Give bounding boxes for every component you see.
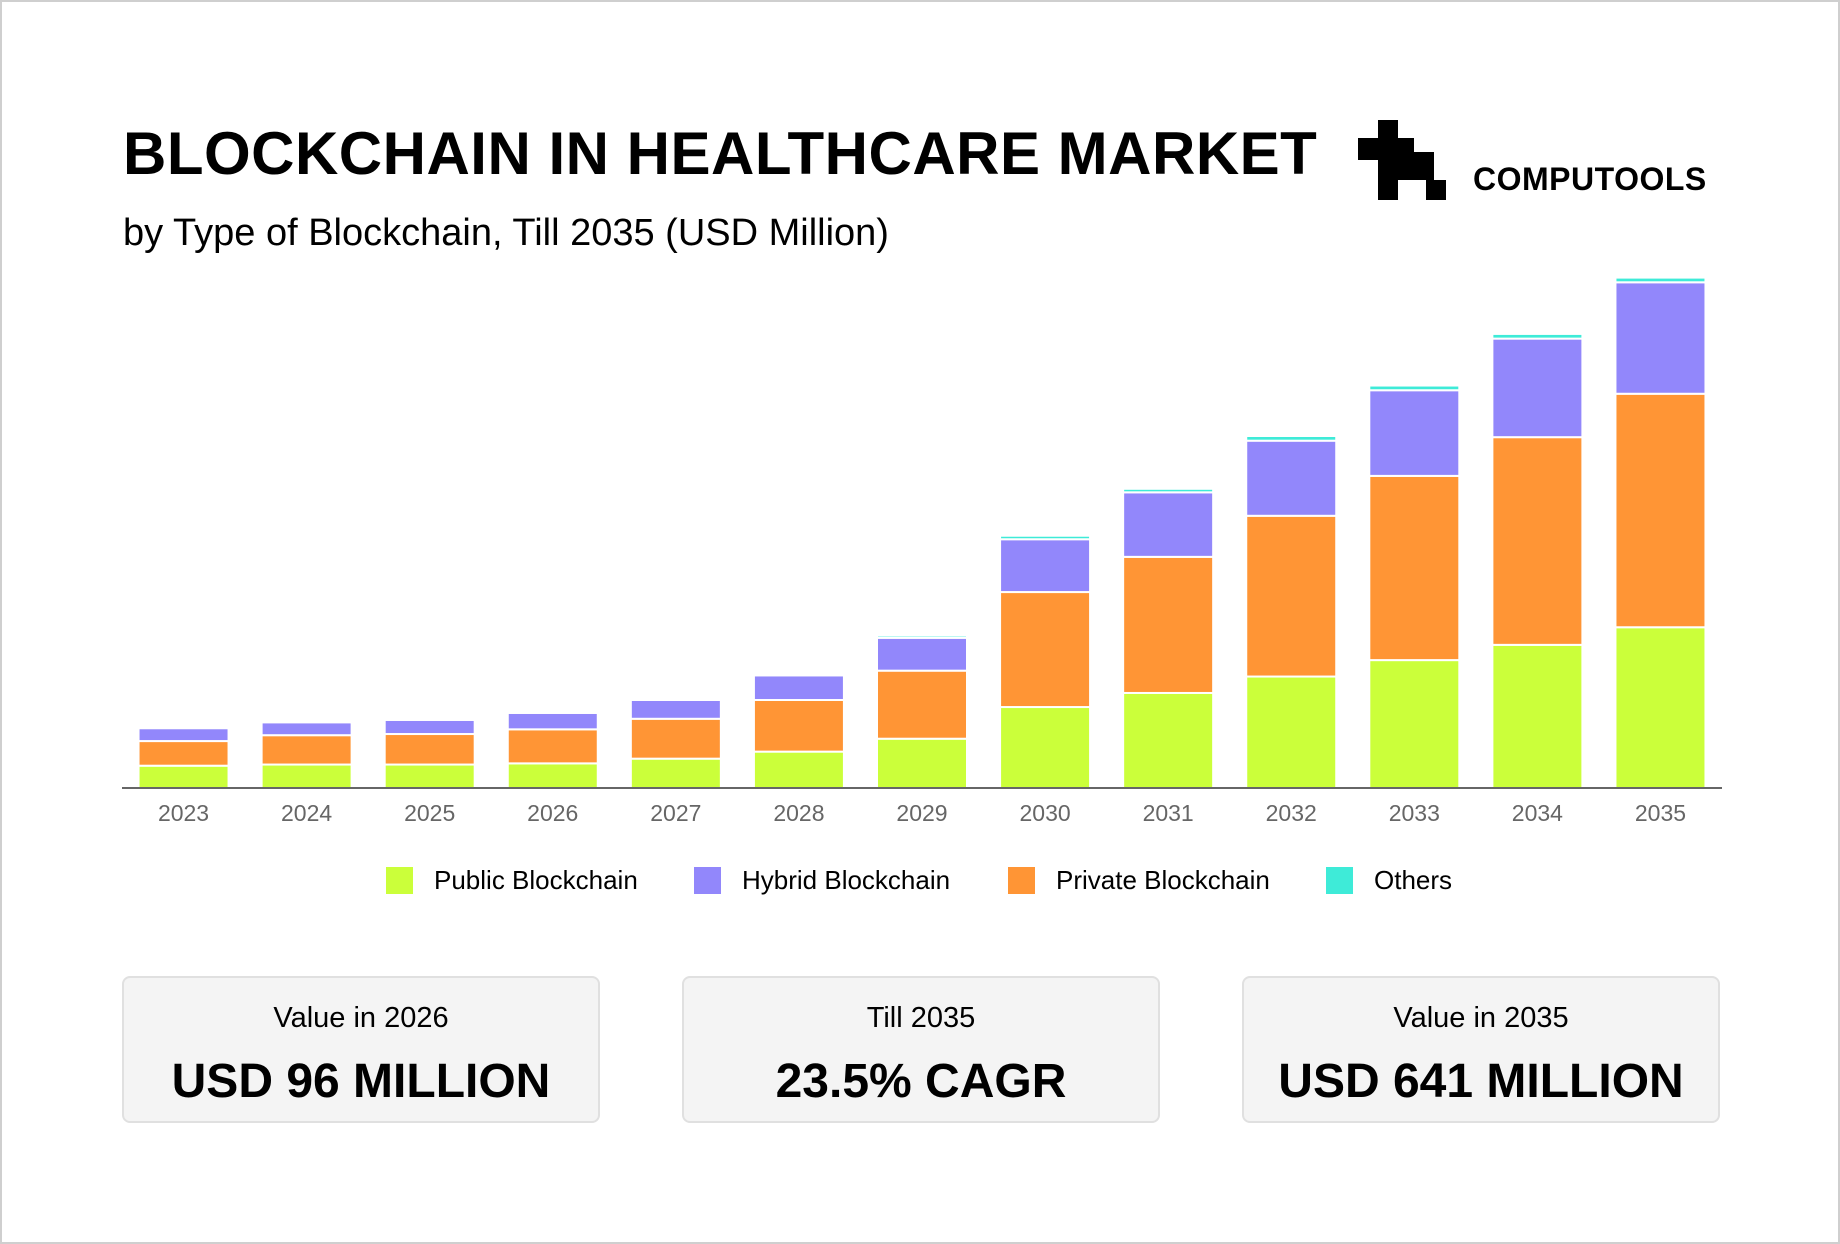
bar-segment-hybrid-2026 bbox=[506, 711, 599, 731]
bar-segment-others-2029 bbox=[876, 634, 968, 639]
x-tick-label-2030: 2030 bbox=[1019, 800, 1070, 826]
bar-segment-private-2033 bbox=[1368, 474, 1461, 662]
legend-label-private: Private Blockchain bbox=[1056, 865, 1270, 895]
bar-segment-hybrid-2025 bbox=[383, 718, 476, 736]
bar-segment-hybrid-2027 bbox=[629, 699, 722, 720]
bar-segment-hybrid-2023 bbox=[137, 727, 230, 743]
bar-segment-private-2027 bbox=[629, 717, 722, 760]
stat-label: Value in 2026 bbox=[273, 1002, 449, 1034]
bar-segment-private-2031 bbox=[1122, 555, 1215, 694]
stat-label: Value in 2035 bbox=[1393, 1002, 1569, 1034]
bar-segment-hybrid-2028 bbox=[752, 674, 845, 701]
bar-segment-private-2028 bbox=[752, 699, 845, 753]
bar-segment-others-2031 bbox=[1122, 487, 1215, 494]
bar-segment-public-2035 bbox=[1614, 626, 1707, 790]
legend-label-public: Public Blockchain bbox=[434, 865, 638, 895]
bar-segment-others-2027 bbox=[629, 697, 722, 701]
logo-text: COMPUTOOLS bbox=[1473, 161, 1707, 197]
x-tick-label-2029: 2029 bbox=[896, 800, 947, 826]
bar-segment-others-2024 bbox=[260, 720, 353, 724]
bar-segment-private-2032 bbox=[1245, 514, 1338, 678]
bar-segment-public-2033 bbox=[1368, 659, 1461, 790]
computools-logo: COMPUTOOLS bbox=[1358, 120, 1723, 200]
bar-segment-private-2023 bbox=[137, 740, 230, 767]
bar-segment-private-2030 bbox=[999, 591, 1092, 709]
page-subtitle: by Type of Blockchain, Till 2035 (USD Mi… bbox=[123, 212, 889, 254]
legend-swatch-private bbox=[1008, 867, 1035, 894]
x-tick-label-2024: 2024 bbox=[281, 800, 332, 826]
bar-segment-private-2024 bbox=[260, 734, 353, 766]
bar-segment-hybrid-2034 bbox=[1491, 337, 1584, 439]
x-tick-label-2028: 2028 bbox=[773, 800, 824, 826]
bar-segment-public-2025 bbox=[383, 763, 476, 789]
bar-segment-public-2031 bbox=[1122, 691, 1215, 790]
bar-segment-others-2023 bbox=[137, 725, 230, 730]
bar-segment-others-2026 bbox=[506, 710, 599, 714]
stat-card-cagr: Till 2035 23.5% CAGR bbox=[682, 976, 1160, 1123]
bar-segment-others-2034 bbox=[1491, 332, 1584, 340]
stat-card-value-2035: Value in 2035 USD 641 MILLION bbox=[1242, 976, 1720, 1123]
bar-segment-hybrid-2024 bbox=[260, 721, 353, 737]
bar-segment-private-2035 bbox=[1614, 392, 1707, 629]
bar-segment-others-2035 bbox=[1614, 276, 1707, 284]
bar-segment-public-2034 bbox=[1491, 643, 1584, 789]
bar-segment-hybrid-2031 bbox=[1122, 491, 1215, 558]
bar-segment-private-2029 bbox=[876, 669, 968, 740]
bar-segment-others-2028 bbox=[752, 673, 845, 677]
stat-value: USD 96 MILLION bbox=[171, 1055, 551, 1108]
bar-segment-hybrid-2030 bbox=[999, 538, 1092, 594]
x-tick-label-2031: 2031 bbox=[1143, 800, 1194, 826]
chart-legend: Public Blockchain Hybrid Blockchain Priv… bbox=[2, 862, 1840, 902]
x-tick-label-2032: 2032 bbox=[1266, 800, 1317, 826]
bar-segment-hybrid-2035 bbox=[1614, 281, 1707, 395]
x-tick-label-2033: 2033 bbox=[1389, 800, 1440, 826]
computools-logo-icon bbox=[1358, 120, 1446, 200]
x-tick-label-2026: 2026 bbox=[527, 800, 578, 826]
bar-segment-public-2030 bbox=[999, 706, 1092, 789]
x-tick-label-2023: 2023 bbox=[158, 800, 209, 826]
page-title: BLOCKCHAIN IN HEALTHCARE MARKET bbox=[123, 120, 1318, 187]
stat-value: 23.5% CAGR bbox=[775, 1055, 1067, 1108]
bar-segment-others-2033 bbox=[1368, 384, 1461, 392]
legend-swatch-hybrid bbox=[694, 867, 721, 894]
bar-segment-private-2034 bbox=[1491, 436, 1584, 646]
bar-segment-hybrid-2029 bbox=[876, 636, 968, 672]
bar-segment-public-2032 bbox=[1245, 675, 1338, 789]
bar-segment-others-2025 bbox=[383, 717, 476, 721]
x-tick-label-2027: 2027 bbox=[650, 800, 701, 826]
legend-swatch-public bbox=[386, 867, 413, 894]
stacked-bar-chart: 2023 2024 2025 2026 2027 2028 2029 2030 2031 2032… bbox=[122, 276, 1722, 826]
bar-segment-hybrid-2032 bbox=[1245, 439, 1338, 517]
legend-label-hybrid: Hybrid Blockchain bbox=[742, 865, 951, 895]
stat-value: USD 641 MILLION bbox=[1278, 1055, 1684, 1108]
bar-segment-hybrid-2033 bbox=[1368, 389, 1461, 477]
bar-segment-others-2030 bbox=[999, 534, 1092, 541]
legend-swatch-others bbox=[1326, 867, 1353, 894]
x-tick-label-2035: 2035 bbox=[1635, 800, 1686, 826]
stat-card-value-2026: Value in 2026 USD 96 MILLION bbox=[122, 976, 600, 1123]
bar-segment-public-2026 bbox=[506, 762, 599, 789]
bar-segment-others-2032 bbox=[1245, 435, 1338, 442]
bar-segment-public-2023 bbox=[137, 764, 230, 789]
legend-label-others: Others bbox=[1374, 865, 1453, 895]
bar-segment-private-2026 bbox=[506, 728, 599, 765]
bar-segment-public-2024 bbox=[260, 763, 353, 789]
x-tick-label-2034: 2034 bbox=[1512, 800, 1563, 826]
bar-segment-private-2025 bbox=[383, 733, 476, 766]
bar-segment-public-2027 bbox=[629, 757, 722, 790]
x-tick-label-2025: 2025 bbox=[404, 800, 455, 826]
bar-segment-public-2028 bbox=[752, 750, 845, 789]
bar-segment-public-2029 bbox=[876, 737, 968, 789]
stat-label: Till 2035 bbox=[866, 1002, 976, 1034]
